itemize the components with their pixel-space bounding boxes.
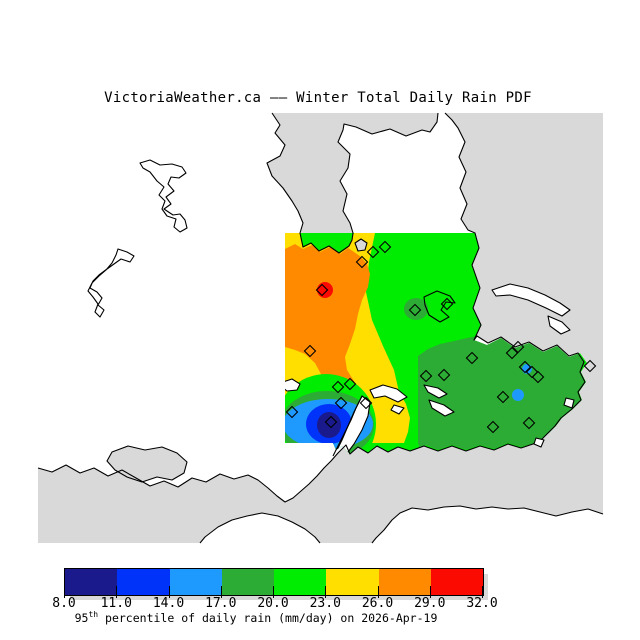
caption-superscript: th: [88, 610, 99, 619]
station-marker: [518, 360, 532, 374]
colorbar-tick: [273, 586, 274, 598]
sea-strait-main: [38, 113, 603, 543]
field-green-blob: [404, 298, 428, 320]
sea-saanich-inlet: [267, 113, 438, 253]
station-marker: [465, 351, 479, 365]
colorbar-segment-29.0-32.0: [430, 569, 483, 595]
island-discovery: [563, 397, 575, 409]
colorbar-tick-label: 14.0: [152, 596, 185, 611]
station-marker: [505, 346, 519, 360]
esquimalt-inlet-2: [428, 399, 455, 417]
station-marker: [419, 369, 433, 383]
sooke-inlet-water-2: [390, 404, 405, 415]
station-marker: [331, 380, 345, 394]
station-marker: [315, 283, 329, 297]
colorbar-tick-label: 20.0: [257, 596, 289, 611]
colorbar-tick-label: 32.0: [466, 596, 498, 611]
colorbar-tick-label: 29.0: [414, 596, 446, 611]
coast-sooke-diagonal: [332, 395, 363, 457]
field-blue-dot-south: [512, 389, 524, 401]
esquimalt-inlet-1: [423, 384, 448, 399]
colorbar-tick: [116, 586, 118, 598]
colorbar-tick: [220, 586, 222, 598]
station-marker: [496, 390, 510, 404]
colorbar-caption: 95th percentile of daily rain (mm/day) o…: [0, 610, 512, 625]
coast-main: [37, 112, 586, 503]
station-marker: [486, 420, 500, 434]
station-marker: [366, 245, 380, 259]
sooke-inlet-water-1: [369, 384, 408, 403]
colorbar-tick: [429, 586, 431, 598]
colorbar-tick-label: 26.0: [361, 596, 394, 611]
coast-olympic: [371, 505, 604, 544]
coast-saanich-inlet: [266, 112, 439, 254]
lake-north-outline: [139, 159, 188, 233]
island-trial: [533, 437, 545, 448]
station-marker: [343, 377, 357, 391]
station-marker: [583, 359, 597, 373]
station-marker: [511, 340, 525, 354]
colorbar-segment-17.0-20.0: [221, 569, 274, 595]
lake-south-outline: [87, 248, 135, 318]
coast-hook: [354, 238, 368, 252]
colorbar-tick-label: 8.0: [52, 596, 76, 611]
colorbar-tick: [64, 586, 65, 598]
colorbar-segment-14.0-17.0: [169, 569, 222, 595]
caption-number: 95: [74, 610, 89, 625]
field-orange: [285, 244, 370, 407]
station-marker: [408, 303, 422, 317]
station-marker: [531, 370, 545, 384]
colorbar-tick: [325, 586, 327, 598]
colorbar-segment-11.0-14.0: [117, 569, 170, 595]
field-red-max: [317, 282, 333, 298]
small-lake-west: [285, 378, 301, 392]
colorbar-tick-label: 11.0: [100, 596, 132, 611]
station-marker: [359, 396, 373, 410]
colorbar-tick: [482, 586, 483, 598]
colorbar-tick-label: 23.0: [309, 596, 341, 611]
station-marker: [378, 240, 392, 254]
colorbar-segment-23.0-26.0: [326, 569, 379, 595]
colorbar: [64, 568, 484, 596]
station-marker: [324, 415, 338, 429]
colorbar-segment-26.0-29.0: [378, 569, 431, 595]
coast-olympic-point: [199, 512, 321, 544]
station-marker: [437, 368, 451, 382]
station-marker: [285, 405, 299, 419]
island-outline-indomain: [423, 290, 456, 323]
colorbar-segment-20.0-23.0: [274, 569, 327, 595]
station-marker: [303, 344, 317, 358]
station-marker: [522, 416, 536, 430]
colorbar-tick: [377, 586, 379, 598]
colorbar-segment-8.0-11.0: [65, 569, 118, 595]
station-marker: [334, 396, 348, 410]
colorbar-tick: [168, 586, 170, 598]
island-small-ne: [547, 315, 571, 335]
colorbar-tick-label: 17.0: [205, 596, 237, 611]
station-marker: [355, 255, 369, 269]
plot-title: VictoriaWeather.ca –– Winter Total Daily…: [104, 90, 532, 106]
caption-text: percentile of daily rain (mm/day) on 202…: [98, 610, 438, 625]
station-marker: [440, 297, 454, 311]
island-sidney-spit: [491, 283, 571, 317]
